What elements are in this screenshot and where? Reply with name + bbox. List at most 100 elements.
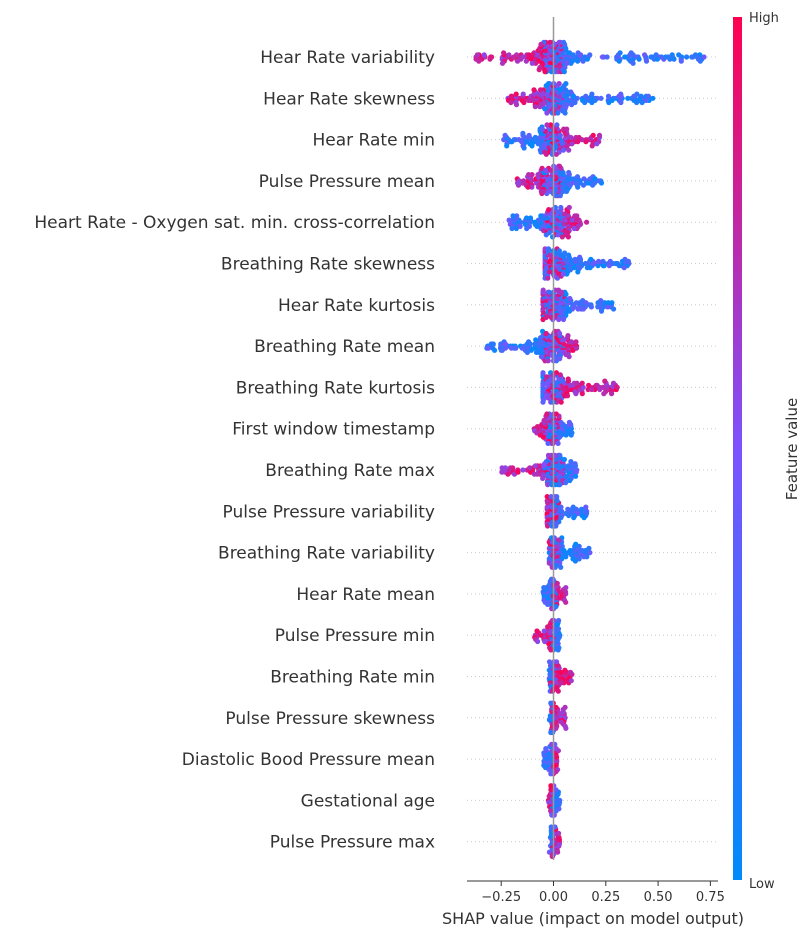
shap-point	[568, 432, 574, 438]
shap-point	[499, 465, 505, 471]
shap-point	[505, 471, 511, 477]
shap-point	[695, 56, 702, 62]
shap-point	[562, 667, 568, 673]
shap-point	[643, 97, 650, 103]
shap-point	[535, 638, 541, 645]
shap-point	[560, 169, 566, 176]
shap-point	[563, 480, 569, 486]
shap-point	[524, 349, 531, 355]
x-tick-label: 0.75	[696, 890, 725, 905]
shap-point	[556, 537, 562, 543]
shap-point	[590, 132, 596, 138]
shap-point	[564, 393, 571, 399]
feature-label: Heart Rate - Oxygen sat. min. cross-corr…	[34, 213, 435, 233]
feature-label: Pulse Pressure min	[275, 626, 435, 646]
shap-point	[580, 182, 587, 188]
shap-point	[602, 378, 608, 384]
shap-point	[559, 141, 565, 147]
shap-point	[667, 56, 673, 62]
shap-point	[511, 345, 517, 351]
shap-point	[595, 300, 601, 306]
shap-point	[545, 246, 552, 252]
shap-point	[502, 132, 508, 138]
shap-point	[536, 67, 542, 73]
shap-point	[548, 729, 554, 736]
shap-point	[557, 132, 564, 138]
shap-point	[582, 99, 588, 106]
shap-point	[594, 141, 600, 147]
feature-label: Pulse Pressure variability	[223, 502, 435, 522]
shap-point	[572, 558, 579, 564]
x-tick-label: 0.25	[591, 890, 620, 905]
shap-point	[618, 99, 624, 106]
shap-point	[558, 504, 564, 510]
shap-point	[650, 95, 656, 101]
shap-point	[532, 104, 538, 110]
shap-point	[669, 52, 675, 58]
shap-point	[543, 746, 549, 752]
shap-point	[557, 711, 563, 717]
shap-point	[558, 719, 564, 725]
shap-point	[609, 300, 615, 306]
shap-point	[558, 515, 564, 521]
shap-point	[653, 52, 659, 58]
shap-point	[557, 589, 563, 595]
shap-point	[567, 182, 573, 188]
shap-point	[574, 213, 580, 219]
shap-point	[540, 475, 546, 481]
shap-point	[621, 265, 627, 271]
shap-point	[561, 547, 567, 554]
shap-point	[556, 316, 562, 323]
shap-point	[575, 139, 581, 145]
shap-point	[631, 97, 637, 103]
feature-label: First window timestamp	[232, 420, 435, 440]
shap-point	[548, 69, 555, 75]
shap-point	[569, 141, 575, 147]
shap-point	[574, 174, 581, 180]
shap-point	[547, 269, 553, 275]
shap-point	[513, 225, 520, 232]
shap-point	[525, 184, 531, 190]
colorbar: High Low Feature value	[733, 11, 801, 892]
shap-point	[568, 459, 574, 465]
shap-point	[562, 250, 568, 256]
shap-point	[513, 102, 520, 108]
shap-point	[544, 411, 550, 417]
shap-point	[642, 52, 648, 58]
shap-point	[528, 469, 534, 475]
shap-point	[508, 99, 514, 106]
colorbar-high-label: High	[749, 11, 779, 26]
shap-point	[601, 391, 607, 397]
x-tick-label: 0.00	[539, 890, 568, 905]
shap-point	[598, 95, 604, 101]
shap-point	[593, 382, 599, 388]
shap-point	[565, 333, 571, 339]
shap-point	[548, 122, 554, 128]
shap-point	[663, 54, 669, 60]
shap-point	[561, 126, 567, 132]
shap-point	[614, 384, 620, 390]
shap-point	[580, 56, 587, 62]
shap-point	[548, 700, 554, 706]
shap-point	[566, 204, 572, 211]
shap-point	[531, 87, 537, 93]
shap-point	[542, 599, 548, 605]
shap-point	[589, 91, 595, 97]
shap-point	[563, 351, 569, 358]
shap-point	[589, 386, 595, 393]
shap-point	[569, 506, 575, 512]
shap-point	[509, 93, 515, 99]
shap-point	[481, 52, 487, 58]
shap-point	[476, 58, 482, 64]
shap-point	[575, 269, 581, 275]
shap-point	[545, 624, 551, 630]
shap-point	[556, 248, 563, 254]
shap-point	[546, 289, 552, 295]
shap-point	[545, 395, 551, 401]
shap-point	[541, 628, 547, 634]
shap-point	[526, 172, 532, 178]
shap-point	[563, 554, 569, 560]
shap-point	[559, 234, 565, 240]
shap-point	[547, 39, 553, 45]
shap-point	[526, 52, 532, 58]
